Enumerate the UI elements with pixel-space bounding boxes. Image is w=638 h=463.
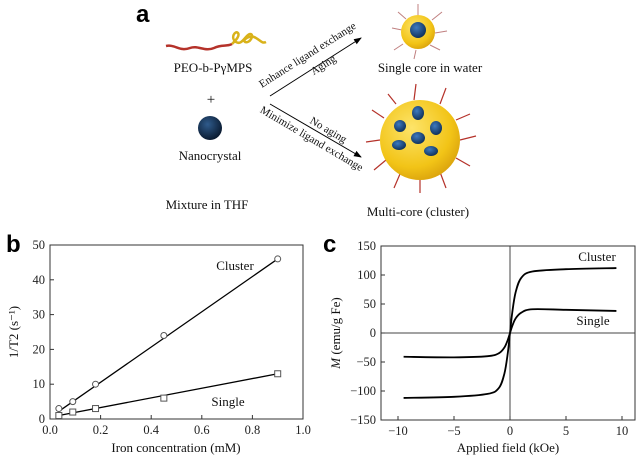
y-tick-label: −100: [350, 384, 376, 398]
panel-label-c: c: [323, 231, 336, 258]
x-axis-label: Applied field (kOe): [457, 440, 560, 455]
nanocrystal-icon: [198, 116, 222, 140]
x-tick-label: −5: [447, 424, 460, 438]
x-tick-label: 5: [563, 424, 569, 438]
x-tick-label: 0: [507, 424, 513, 438]
panel-b-chart: b Iron concentration (mM) 1/T2 (s⁻¹) Clu…: [6, 231, 311, 455]
mixture-label: Mixture in THF: [166, 197, 249, 212]
multi-core-cluster-icon: [365, 83, 477, 193]
x-tick-label: 1.0: [295, 423, 311, 437]
x-tick-label: 10: [616, 424, 629, 438]
panel-label-a: a: [136, 1, 150, 28]
multi-core-label: Multi-core (cluster): [367, 204, 469, 219]
data-point-cluster: [69, 398, 77, 406]
y-tick-label: 20: [33, 342, 46, 356]
nanocrystal-label: Nanocrystal: [179, 148, 242, 163]
x-tick-label: 0.0: [42, 423, 58, 437]
upper-arrow-label-top: Enhance ligand exchange: [257, 20, 358, 91]
y-tick-label: −50: [356, 355, 376, 369]
x-tick-label: −10: [388, 424, 408, 438]
x-tick-label: 0.8: [245, 423, 261, 437]
y-tick-label: 10: [33, 377, 46, 391]
y-tick-label: 50: [33, 238, 46, 252]
lower-arrow: [269, 103, 362, 158]
data-point-single: [69, 408, 77, 416]
single-core-label: Single core in water: [378, 60, 483, 75]
plus-sign: +: [207, 92, 215, 108]
polymer-icon: [165, 31, 267, 51]
data-point-cluster: [160, 331, 168, 339]
y-tick-label: 100: [357, 268, 376, 282]
y-tick-label: 40: [33, 273, 46, 287]
upper-arrow: [269, 37, 362, 97]
y-axis-label: 1/T2 (s⁻¹): [6, 306, 21, 358]
series-label-cluster: Cluster: [578, 249, 616, 264]
polymer-label: PEO-b-PγMPS: [174, 60, 253, 75]
single-core-particle-icon: [391, 4, 448, 60]
data-point-cluster: [92, 380, 100, 388]
data-point-cluster: [55, 405, 63, 413]
data-point-single: [92, 405, 100, 413]
data-point-cluster: [274, 255, 282, 263]
fit-line-cluster: [58, 258, 279, 412]
y-axis-label: M (emu/g Fe): [328, 297, 343, 370]
series-label-cluster: Cluster: [216, 258, 254, 273]
y-tick-label: −150: [350, 413, 376, 427]
data-point-single: [274, 370, 282, 378]
x-tick-label: 0.2: [93, 423, 109, 437]
series-label-single: Single: [576, 313, 609, 328]
panel-a: a PEO-b-PγMPS + Nanocrystal Mixture in T…: [136, 1, 483, 219]
panel-c-chart: c Applied field (kOe) M (emu/g Fe) Clust…: [323, 231, 636, 455]
y-tick-label: 50: [364, 297, 377, 311]
y-tick-label: 0: [39, 412, 45, 426]
data-point-single: [160, 394, 168, 402]
x-tick-label: 0.6: [194, 423, 210, 437]
y-tick-label: 150: [357, 239, 376, 253]
y-tick-label: 30: [33, 308, 46, 322]
curve-single: [403, 308, 617, 359]
panel-label-b: b: [6, 231, 21, 258]
data-point-single: [55, 412, 63, 420]
lower-arrow-label-bottom: Minimize ligand exchange: [258, 104, 365, 174]
plot-frame: [49, 244, 304, 420]
fit-line-single: [58, 373, 278, 417]
y-tick-label: 0: [370, 326, 376, 340]
x-axis-label: Iron concentration (mM): [111, 440, 240, 455]
series-label-single: Single: [211, 394, 244, 409]
x-tick-label: 0.4: [143, 423, 159, 437]
